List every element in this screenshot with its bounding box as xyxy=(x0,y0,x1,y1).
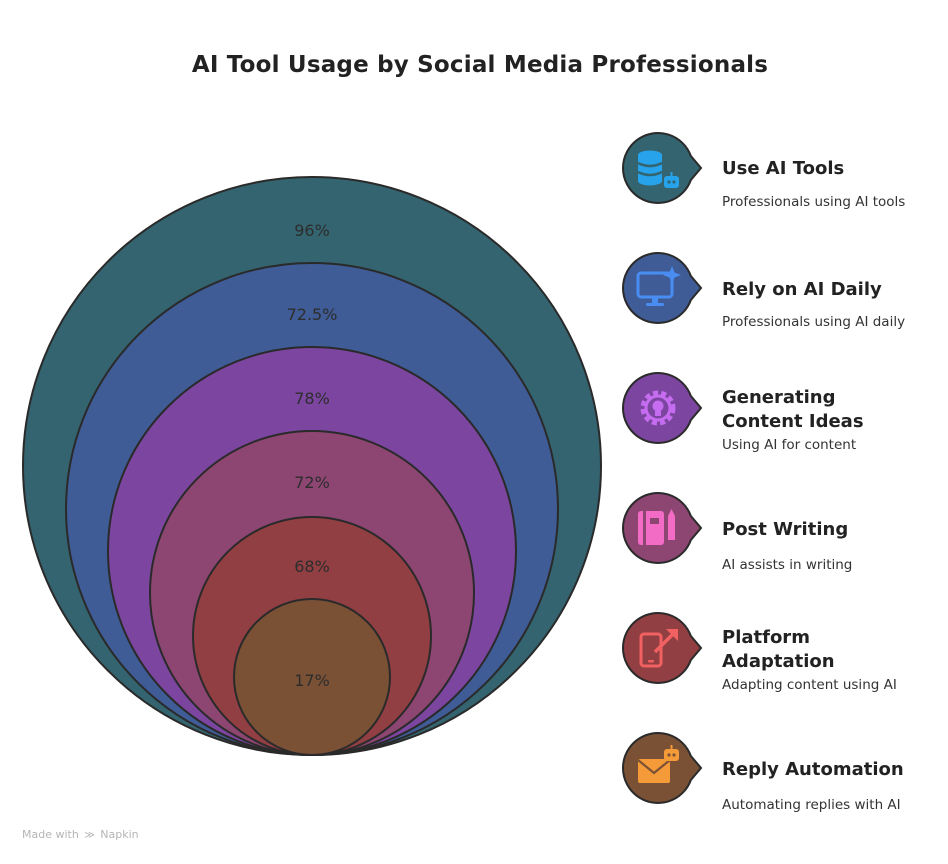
napkin-logo-icon: ≫ xyxy=(84,830,95,841)
gear-lightbulb-icon xyxy=(640,390,676,426)
ring-6-label: 17% xyxy=(294,671,330,690)
item-1-title: Use AI Tools xyxy=(722,158,845,179)
ring-1-label: 96% xyxy=(294,221,330,240)
item-5-desc: Adapting content using AI xyxy=(722,677,897,693)
ring-6-circle xyxy=(233,598,391,756)
item-2-title: Rely on AI Daily xyxy=(722,279,882,300)
item-1-desc: Professionals using AI tools xyxy=(722,194,906,210)
item-4-title: Post Writing xyxy=(722,519,849,540)
item-3-title: Generating Content Ideas xyxy=(722,387,864,432)
item-5-title: Platform Adaptation xyxy=(722,627,835,672)
envelope-robot-icon xyxy=(637,745,679,783)
notebook-pen-icon xyxy=(638,509,675,545)
made-with-label: Made with xyxy=(22,828,79,841)
item-3-desc: Using AI for content xyxy=(722,437,857,453)
ring-5-label: 68% xyxy=(294,557,330,576)
diagram-title: AI Tool Usage by Social Media Profession… xyxy=(191,52,769,78)
database-robot-icon xyxy=(637,150,679,188)
item-4-desc: AI assists in writing xyxy=(722,557,853,573)
ring-4-label: 72% xyxy=(294,473,330,492)
made-with-napkin-footer: Made with ≫ Napkin xyxy=(22,828,139,841)
phone-arrow-icon xyxy=(639,629,678,668)
item-2-desc: Professionals using AI daily xyxy=(722,314,906,330)
napkin-brand-label: Napkin xyxy=(100,828,139,841)
ring-2-label: 72.5% xyxy=(287,305,338,324)
item-6-title: Reply Automation xyxy=(722,759,904,780)
ring-3-label: 78% xyxy=(294,389,330,408)
item-6-desc: Automating replies with AI xyxy=(722,797,901,813)
icon-badge-2 xyxy=(622,252,703,324)
monitor-sparkle-icon xyxy=(636,266,681,306)
